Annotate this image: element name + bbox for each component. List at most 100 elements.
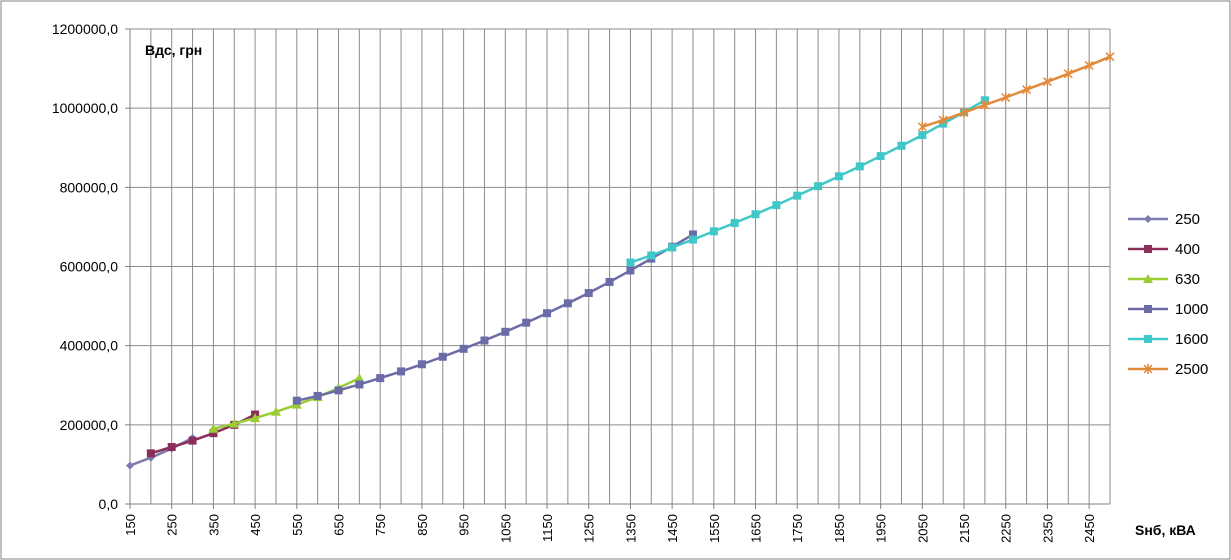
data-point-1000	[397, 367, 406, 376]
data-point-400	[188, 436, 197, 445]
x-tick-label: 2250	[999, 514, 1014, 543]
x-tick-label: 1850	[832, 514, 847, 543]
x-tick-label: 250	[165, 514, 180, 536]
data-point-1600	[730, 218, 739, 227]
data-point-1600	[772, 201, 781, 210]
legend-label: 1600	[1175, 331, 1208, 348]
data-point-1600	[709, 227, 718, 236]
data-point-1600	[834, 172, 843, 181]
data-point-1600	[626, 258, 635, 267]
x-tick-label: 850	[415, 514, 430, 536]
legend-marker	[1144, 245, 1152, 253]
data-point-1000	[605, 277, 614, 286]
x-tick-label: 2450	[1082, 514, 1097, 543]
data-point-1000	[417, 360, 426, 369]
data-point-2500	[917, 121, 927, 132]
data-point-1600	[814, 182, 823, 191]
x-tick-label: 450	[248, 514, 263, 536]
data-point-1000	[563, 299, 572, 308]
legend-marker	[1143, 274, 1153, 283]
data-point-2500	[1001, 92, 1011, 103]
x-tick-label: 1650	[749, 514, 764, 543]
data-point-2500	[1105, 51, 1115, 62]
legend-label: 1000	[1175, 301, 1208, 318]
y-tick-label: 400000,0	[60, 338, 119, 354]
data-point-2500	[1042, 76, 1052, 87]
data-point-400	[209, 429, 218, 438]
legend-item-2500: 2500	[1128, 361, 1208, 378]
data-point-250	[126, 461, 134, 470]
y-tick-label: 800000,0	[60, 179, 119, 195]
y-tick-label: 1200000,0	[52, 21, 118, 37]
data-point-1000	[376, 374, 385, 383]
data-point-1000	[626, 266, 635, 275]
data-point-1600	[855, 162, 864, 171]
data-point-2500	[980, 100, 990, 110]
data-point-630	[250, 413, 261, 423]
x-tick-label: 1350	[623, 514, 638, 543]
data-point-1000	[313, 391, 322, 400]
data-point-1600	[668, 243, 677, 252]
data-point-1600	[897, 141, 906, 150]
y-tick-label: 0,0	[99, 496, 119, 512]
x-tick-label: 1950	[874, 514, 889, 543]
legend-label: 250	[1175, 211, 1200, 228]
data-point-1000	[584, 289, 593, 298]
legend-item-400: 400	[1128, 241, 1200, 258]
data-point-630	[270, 406, 281, 416]
data-point-1000	[438, 352, 447, 361]
x-tick-label: 1450	[665, 514, 680, 543]
data-point-2500	[1063, 68, 1073, 79]
legend-label: 2500	[1175, 361, 1208, 378]
data-point-400	[167, 443, 176, 451]
x-tick-label: 2150	[957, 514, 972, 543]
data-point-2500	[1084, 60, 1094, 71]
data-point-1000	[355, 380, 364, 389]
data-point-1000	[292, 396, 301, 405]
data-point-1000	[522, 318, 531, 327]
x-tick-label: 2350	[1040, 514, 1055, 543]
x-tick-label: 1550	[707, 514, 722, 543]
x-tick-label: 2050	[915, 514, 930, 543]
data-point-400	[146, 449, 155, 458]
data-point-1600	[876, 152, 885, 161]
data-point-1000	[480, 336, 489, 345]
x-axis-title: Sнб, кВА	[1135, 522, 1196, 538]
legend-label: 630	[1175, 271, 1200, 288]
data-point-1600	[793, 191, 802, 200]
x-tick-label: 1150	[540, 514, 555, 542]
y-tick-label: 200000,0	[60, 417, 119, 433]
data-point-1000	[459, 344, 468, 353]
y-tick-label: 1000000,0	[52, 100, 118, 116]
data-point-2500	[1022, 84, 1032, 95]
x-tick-label: 1050	[498, 514, 513, 543]
x-tick-label: 150	[123, 514, 138, 536]
legend-item-1600: 1600	[1128, 331, 1208, 348]
data-point-630	[354, 373, 365, 383]
x-tick-label: 350	[206, 514, 221, 536]
x-tick-label: 550	[290, 514, 305, 536]
data-point-1000	[501, 327, 510, 336]
data-point-1000	[688, 230, 697, 239]
series-line-2500	[921, 55, 1111, 128]
data-point-1000	[334, 386, 343, 395]
x-tick-label: 1750	[790, 514, 805, 543]
data-point-2500	[959, 107, 969, 118]
x-tick-label: 1250	[582, 514, 597, 543]
x-tick-label: 950	[457, 514, 472, 536]
legend-marker	[1144, 305, 1152, 313]
y-tick-label: 600000,0	[60, 259, 119, 275]
data-point-1600	[751, 210, 760, 219]
data-point-1600	[647, 251, 656, 260]
data-point-2500	[938, 115, 948, 126]
legend-item-630: 630	[1128, 271, 1200, 288]
legend-item-250: 250	[1128, 211, 1200, 228]
data-point-1600	[688, 235, 697, 244]
legend-marker	[1143, 364, 1153, 374]
y-axis-title: Вдс, грн	[145, 42, 202, 58]
legend-marker	[1144, 215, 1152, 223]
data-point-630	[229, 418, 240, 428]
data-point-1000	[543, 309, 552, 318]
